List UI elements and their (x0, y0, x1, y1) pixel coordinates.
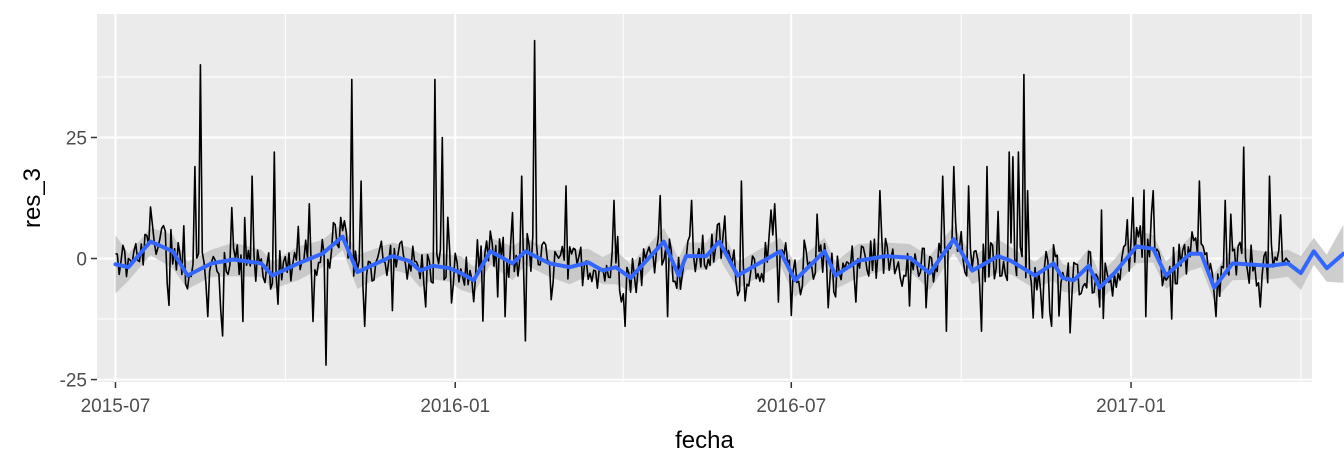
x-tick-label: 2016-01 (420, 396, 490, 417)
x-tick-label: 2015-07 (81, 396, 151, 417)
y-tick-label: 0 (76, 250, 87, 271)
residual-line (115, 39, 1291, 366)
residual-series (115, 39, 1291, 366)
smooth-series (113, 234, 1344, 290)
x-tick-label: 2017-01 (1096, 396, 1166, 417)
y-tick-label: 25 (66, 128, 87, 149)
smooth-line (113, 234, 1344, 290)
x-axis-title: fecha (675, 427, 734, 454)
axes: -25 0 25 2015-07 2016-01 2016-07 2017-01 (60, 128, 1166, 417)
y-axis-title: res_3 (19, 168, 46, 228)
y-tick-label: -25 (60, 371, 87, 392)
x-tick-label: 2016-07 (756, 396, 826, 417)
